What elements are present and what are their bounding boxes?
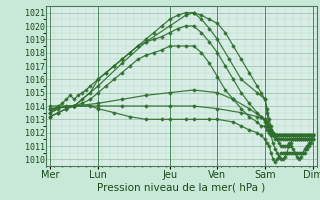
X-axis label: Pression niveau de la mer( hPa ): Pression niveau de la mer( hPa ) <box>98 183 266 193</box>
